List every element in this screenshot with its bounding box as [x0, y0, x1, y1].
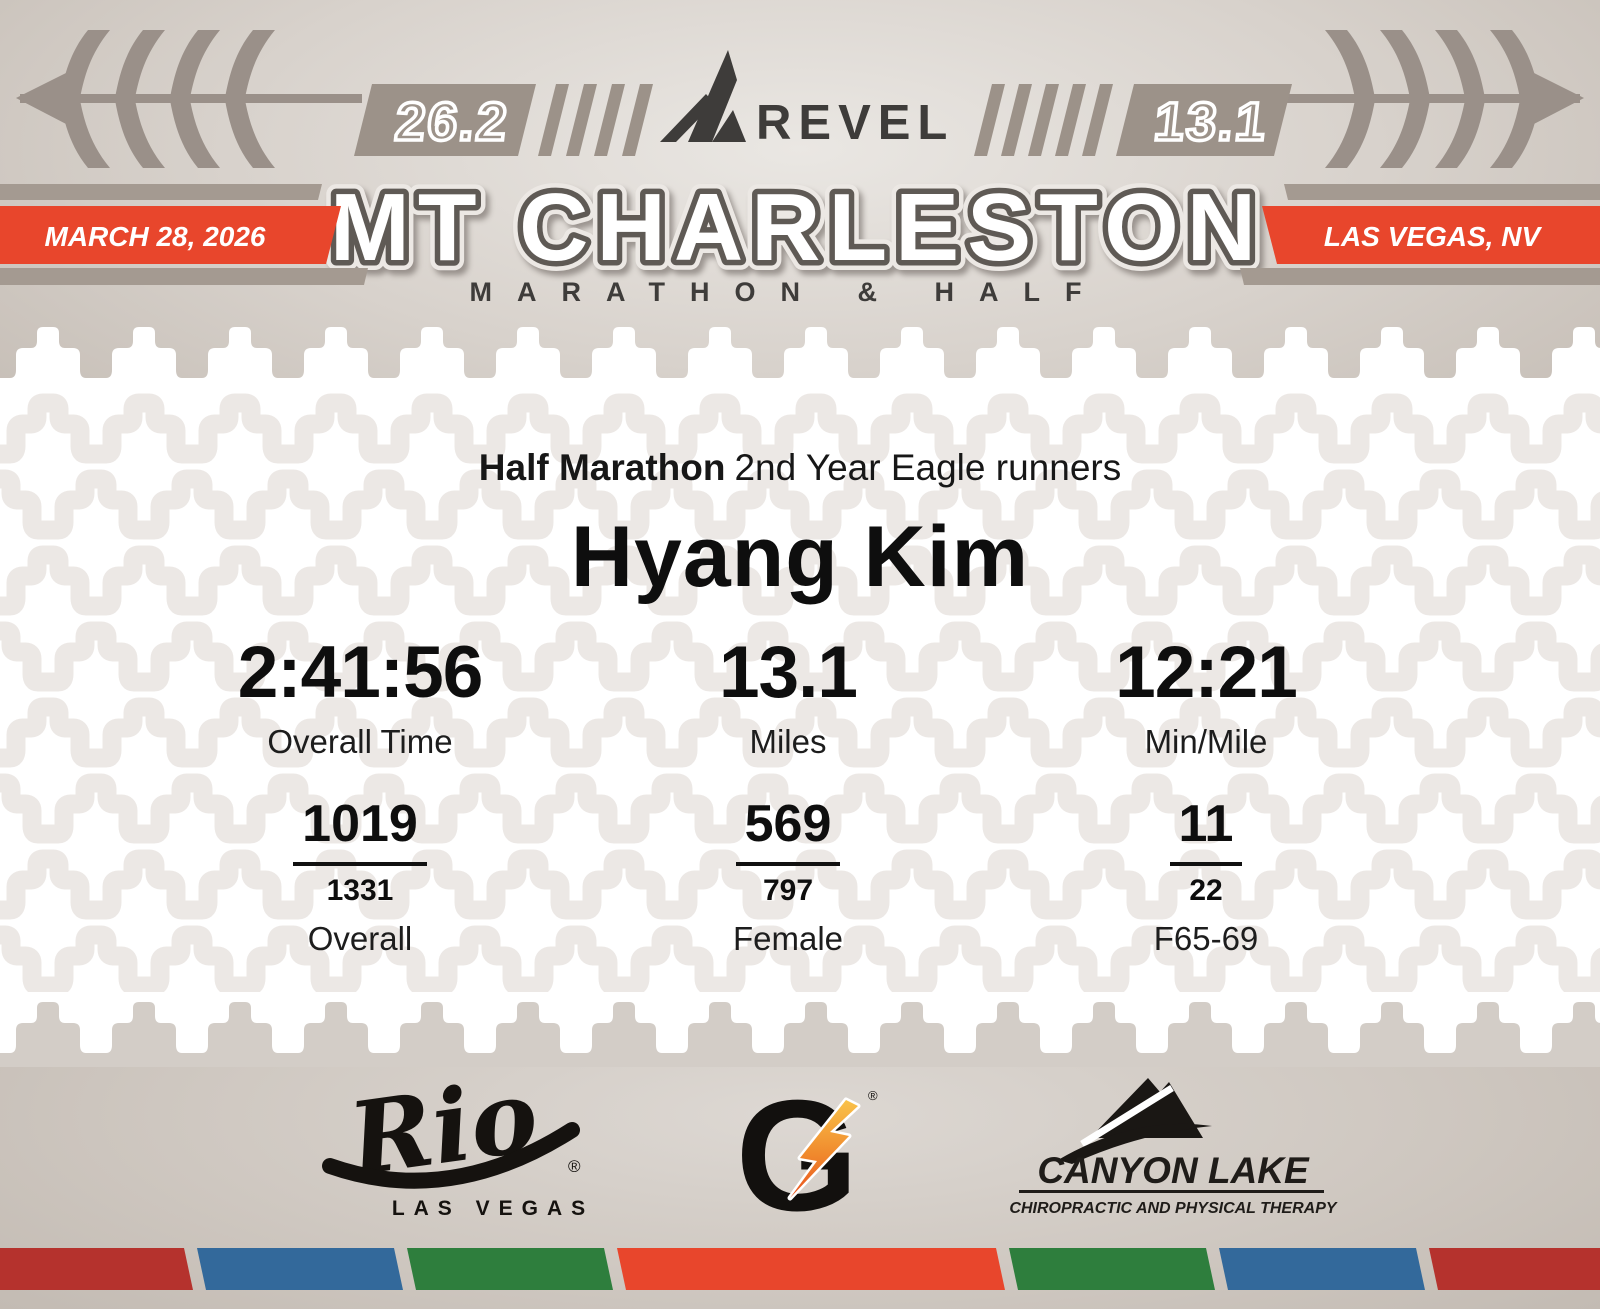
stat-value: 2:41:56 — [237, 632, 484, 713]
rank-label: Overall — [307, 920, 413, 957]
header-art: 26.2 REVEL — [0, 30, 1600, 307]
rank-place: 569 — [735, 798, 841, 866]
canyon-lake-tagline: CHIROPRACTIC AND PHYSICAL THERAPY — [1009, 1200, 1337, 1217]
race-title: MT CHARLESTON MT CHARLESTON — [320, 164, 1266, 291]
location-badge — [1262, 206, 1600, 264]
canyon-lake-mountain-icon — [1058, 1078, 1212, 1164]
ranking-gender: 569 797 Female — [608, 798, 968, 955]
stat-miles: 13.1 Miles — [608, 636, 968, 761]
stat-label: Overall Time — [267, 723, 453, 760]
date-badge-group: MARCH 28, 2026 — [0, 184, 368, 285]
rio-location-label: LAS VEGAS — [392, 1197, 594, 1220]
distance-badge-marathon: 26.2 — [354, 84, 536, 156]
division-name: Half Marathon — [478, 447, 726, 488]
stat-value: 13.1 — [718, 632, 858, 713]
bottom-color-stripe — [0, 1248, 1600, 1290]
stat-value: 12:21 — [1115, 632, 1298, 713]
stripe-segment — [1429, 1248, 1600, 1290]
gatorade-logo: G ® — [736, 1068, 878, 1244]
rank-total: 797 — [762, 874, 814, 907]
location-badge-label: LAS VEGAS, NV — [1324, 221, 1543, 252]
revel-wordmark: REVEL — [756, 96, 954, 150]
stat-label: Miles — [749, 723, 827, 760]
race-subtitle-text: MARATHON & HALF — [470, 277, 1107, 307]
location-badge-group: LAS VEGAS, NV — [1240, 184, 1600, 285]
date-badge — [0, 206, 341, 264]
rank-place: 1019 — [293, 798, 427, 866]
division-detail: 2nd Year Eagle runners — [734, 447, 1122, 488]
rank-label: F65-69 — [1153, 920, 1259, 957]
canyon-lake-wordmark: CANYON LAKE — [1037, 1150, 1310, 1191]
gatorade-registered-mark: ® — [868, 1088, 878, 1103]
race-title-text: MT CHARLESTON — [330, 174, 1264, 281]
slash-stripes-left-icon — [538, 84, 653, 156]
date-badge-label: MARCH 28, 2026 — [45, 221, 266, 252]
gatorade-g-monogram: G — [736, 1068, 859, 1244]
stat-overall-time: 2:41:56 Overall Time — [180, 636, 540, 761]
stripe-segment — [197, 1248, 403, 1290]
ranking-age-group: 11 22 F65-69 — [1026, 798, 1386, 955]
stripe-segment — [407, 1248, 613, 1290]
results-content: Half Marathon 2nd Year Eagle runners Hyan… — [0, 378, 1600, 1067]
rio-registered-mark: ® — [568, 1157, 581, 1176]
division-title: Half Marathon 2nd Year Eagle runners — [0, 447, 1600, 489]
rio-swoosh-icon — [322, 1122, 580, 1189]
rank-label: Female — [732, 920, 844, 957]
slash-stripes-right-icon — [974, 84, 1113, 156]
stripe-segment — [0, 1248, 193, 1290]
canyon-lake-logo: CANYON LAKE CHIROPRACTIC AND PHYSICAL TH… — [1009, 1078, 1338, 1217]
distance-half-label: 13.1 — [1151, 92, 1270, 152]
stripe-segment — [617, 1248, 1005, 1290]
arrow-fletching-left-icon — [16, 30, 362, 168]
sponsor-logos: Rio ® LAS VEGAS G ® CANYON LAKE CHIROPRA… — [322, 1060, 1338, 1244]
distance-badge-half: 13.1 — [1116, 84, 1292, 156]
distance-marathon-label: 26.2 — [392, 92, 511, 152]
rio-las-vegas-logo: Rio ® LAS VEGAS — [322, 1060, 594, 1220]
revel-mountain-icon — [660, 50, 746, 142]
knit-edge-top — [0, 322, 1600, 392]
arrow-fletching-right-icon — [1238, 30, 1584, 168]
knit-edge-bottom — [0, 997, 1600, 1067]
rank-total: 22 — [1189, 874, 1223, 907]
results-panel: Half Marathon 2nd Year Eagle runners Hyan… — [0, 378, 1600, 1067]
canyon-lake-divider — [1019, 1190, 1324, 1193]
stat-label: Min/Mile — [1144, 723, 1268, 760]
stat-pace: 12:21 Min/Mile — [1026, 636, 1386, 761]
rank-place: 11 — [1169, 798, 1243, 866]
rank-total: 1331 — [326, 874, 394, 907]
ranking-overall: 1019 1331 Overall — [180, 798, 540, 955]
revel-logo: REVEL — [660, 50, 954, 150]
runner-name: Hyang Kim — [570, 509, 1030, 605]
knit-pattern-background — [0, 392, 1600, 992]
stripe-segment — [1009, 1248, 1215, 1290]
gatorade-bolt-icon — [787, 1097, 861, 1201]
stripe-segment — [1219, 1248, 1425, 1290]
svg-text:MT CHARLESTON: MT CHARLESTON — [330, 174, 1264, 281]
